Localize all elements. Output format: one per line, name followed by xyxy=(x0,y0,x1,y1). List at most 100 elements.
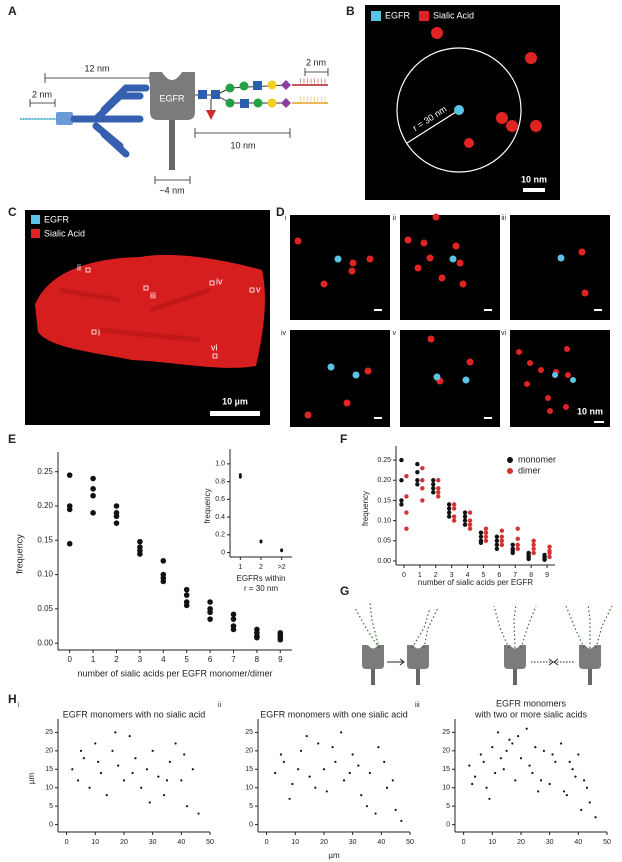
data-point xyxy=(499,534,505,539)
data-point xyxy=(482,760,485,763)
x-tick-label: 2 xyxy=(114,655,119,664)
x-tick-label: 4 xyxy=(466,572,470,579)
y-tick-label: 10 xyxy=(245,785,253,792)
data-point xyxy=(183,753,186,756)
data-point xyxy=(71,768,74,771)
protein-label: EGFR xyxy=(159,93,185,103)
data-point xyxy=(113,520,120,526)
data-point xyxy=(99,771,103,775)
x-tick-label: 3 xyxy=(138,655,143,664)
data-point xyxy=(531,542,536,548)
data-point xyxy=(494,771,497,775)
x-tick-label: 20 xyxy=(320,839,328,846)
data-point xyxy=(582,779,586,782)
data-point xyxy=(160,578,167,585)
x-tick-label: 40 xyxy=(574,839,582,846)
legend-label: monomer xyxy=(518,454,556,464)
data-point xyxy=(180,779,183,782)
x-axis-label: number of sialic acids per EGFR monomer/… xyxy=(77,668,272,678)
data-point xyxy=(415,482,420,487)
legend-label: Sialic Acid xyxy=(44,228,85,238)
x-tick-label: 20 xyxy=(517,839,525,846)
y-tick-label: 0.2 xyxy=(215,532,225,539)
data-point xyxy=(305,734,308,738)
x-tick-label: 8 xyxy=(255,655,260,664)
data-point xyxy=(66,472,73,478)
subpanel-label: ii xyxy=(393,215,397,222)
y-tick-label: 0.10 xyxy=(377,517,391,524)
data-point xyxy=(488,797,491,800)
y-tick-label: 0 xyxy=(221,549,225,556)
data-point xyxy=(183,602,190,609)
data-point xyxy=(415,469,420,475)
y-tick-label: 0.05 xyxy=(37,604,53,613)
subpanel-label: iii xyxy=(501,215,506,222)
data-point xyxy=(280,548,284,552)
panel-label: G xyxy=(340,584,349,598)
data-point xyxy=(485,786,488,789)
data-point xyxy=(90,486,96,492)
data-point xyxy=(467,510,473,515)
data-point xyxy=(436,478,441,483)
y-tick-label: 0.00 xyxy=(377,558,391,565)
data-point xyxy=(357,764,360,767)
data-point xyxy=(66,506,73,513)
data-point xyxy=(494,538,500,543)
data-point xyxy=(140,786,143,789)
region-label: i xyxy=(98,327,100,337)
x-tick-label: 0 xyxy=(462,839,466,846)
data-point xyxy=(528,764,531,767)
subpanel-label: vi xyxy=(501,330,507,337)
x-tick-label: 30 xyxy=(349,839,357,846)
data-point xyxy=(505,749,508,752)
data-point xyxy=(230,626,237,633)
data-point xyxy=(291,782,294,786)
x-tick-label: 2 xyxy=(259,564,263,571)
data-point xyxy=(151,749,154,752)
region-label: vi xyxy=(211,342,218,352)
data-point xyxy=(79,749,83,752)
data-point xyxy=(197,812,200,815)
data-point xyxy=(404,474,409,479)
x-tick-label: 5 xyxy=(481,572,485,579)
legend-marker xyxy=(507,468,513,474)
data-point xyxy=(451,506,457,511)
data-point xyxy=(66,540,73,547)
data-point xyxy=(230,611,237,618)
y-tick-label: 0.4 xyxy=(215,514,225,521)
data-point xyxy=(145,768,149,771)
data-point xyxy=(185,805,189,808)
x-tick-label: >2 xyxy=(278,564,286,571)
data-point xyxy=(511,742,514,745)
data-point xyxy=(404,494,409,499)
x-tick-label: 0 xyxy=(65,839,69,846)
data-point xyxy=(399,498,404,503)
data-point xyxy=(547,554,552,560)
y-tick-label: 0.05 xyxy=(377,538,391,545)
x-tick-label: 10 xyxy=(488,839,496,846)
y-tick-label: 0.25 xyxy=(37,467,53,476)
x-tick-label: 0 xyxy=(402,572,406,579)
data-point xyxy=(462,510,468,515)
y-tick-label: 0.10 xyxy=(37,570,53,579)
data-point xyxy=(399,457,404,463)
data-point xyxy=(128,734,131,738)
data-point xyxy=(478,530,484,535)
data-point xyxy=(420,498,425,503)
x-tick-label: 0 xyxy=(67,655,72,664)
data-point xyxy=(97,760,100,763)
data-point xyxy=(446,514,452,519)
panel-b: EGFR Sialic Acid r = 30 nm 10 nm xyxy=(365,5,560,200)
data-point xyxy=(494,542,500,548)
data-point xyxy=(588,801,591,804)
data-point xyxy=(88,786,91,789)
data-point xyxy=(436,490,441,495)
scale-bar-label: 10 nm xyxy=(521,174,547,184)
legend-label: EGFR xyxy=(44,214,70,224)
chart-title: EGFR monomers with one sialic acid xyxy=(260,709,408,719)
chart-title: EGFR monomers xyxy=(496,698,567,708)
y-tick-label: 10 xyxy=(45,785,53,792)
data-point xyxy=(163,794,166,797)
subpanel-label: i xyxy=(18,702,20,709)
legend-label: EGFR xyxy=(385,10,411,20)
